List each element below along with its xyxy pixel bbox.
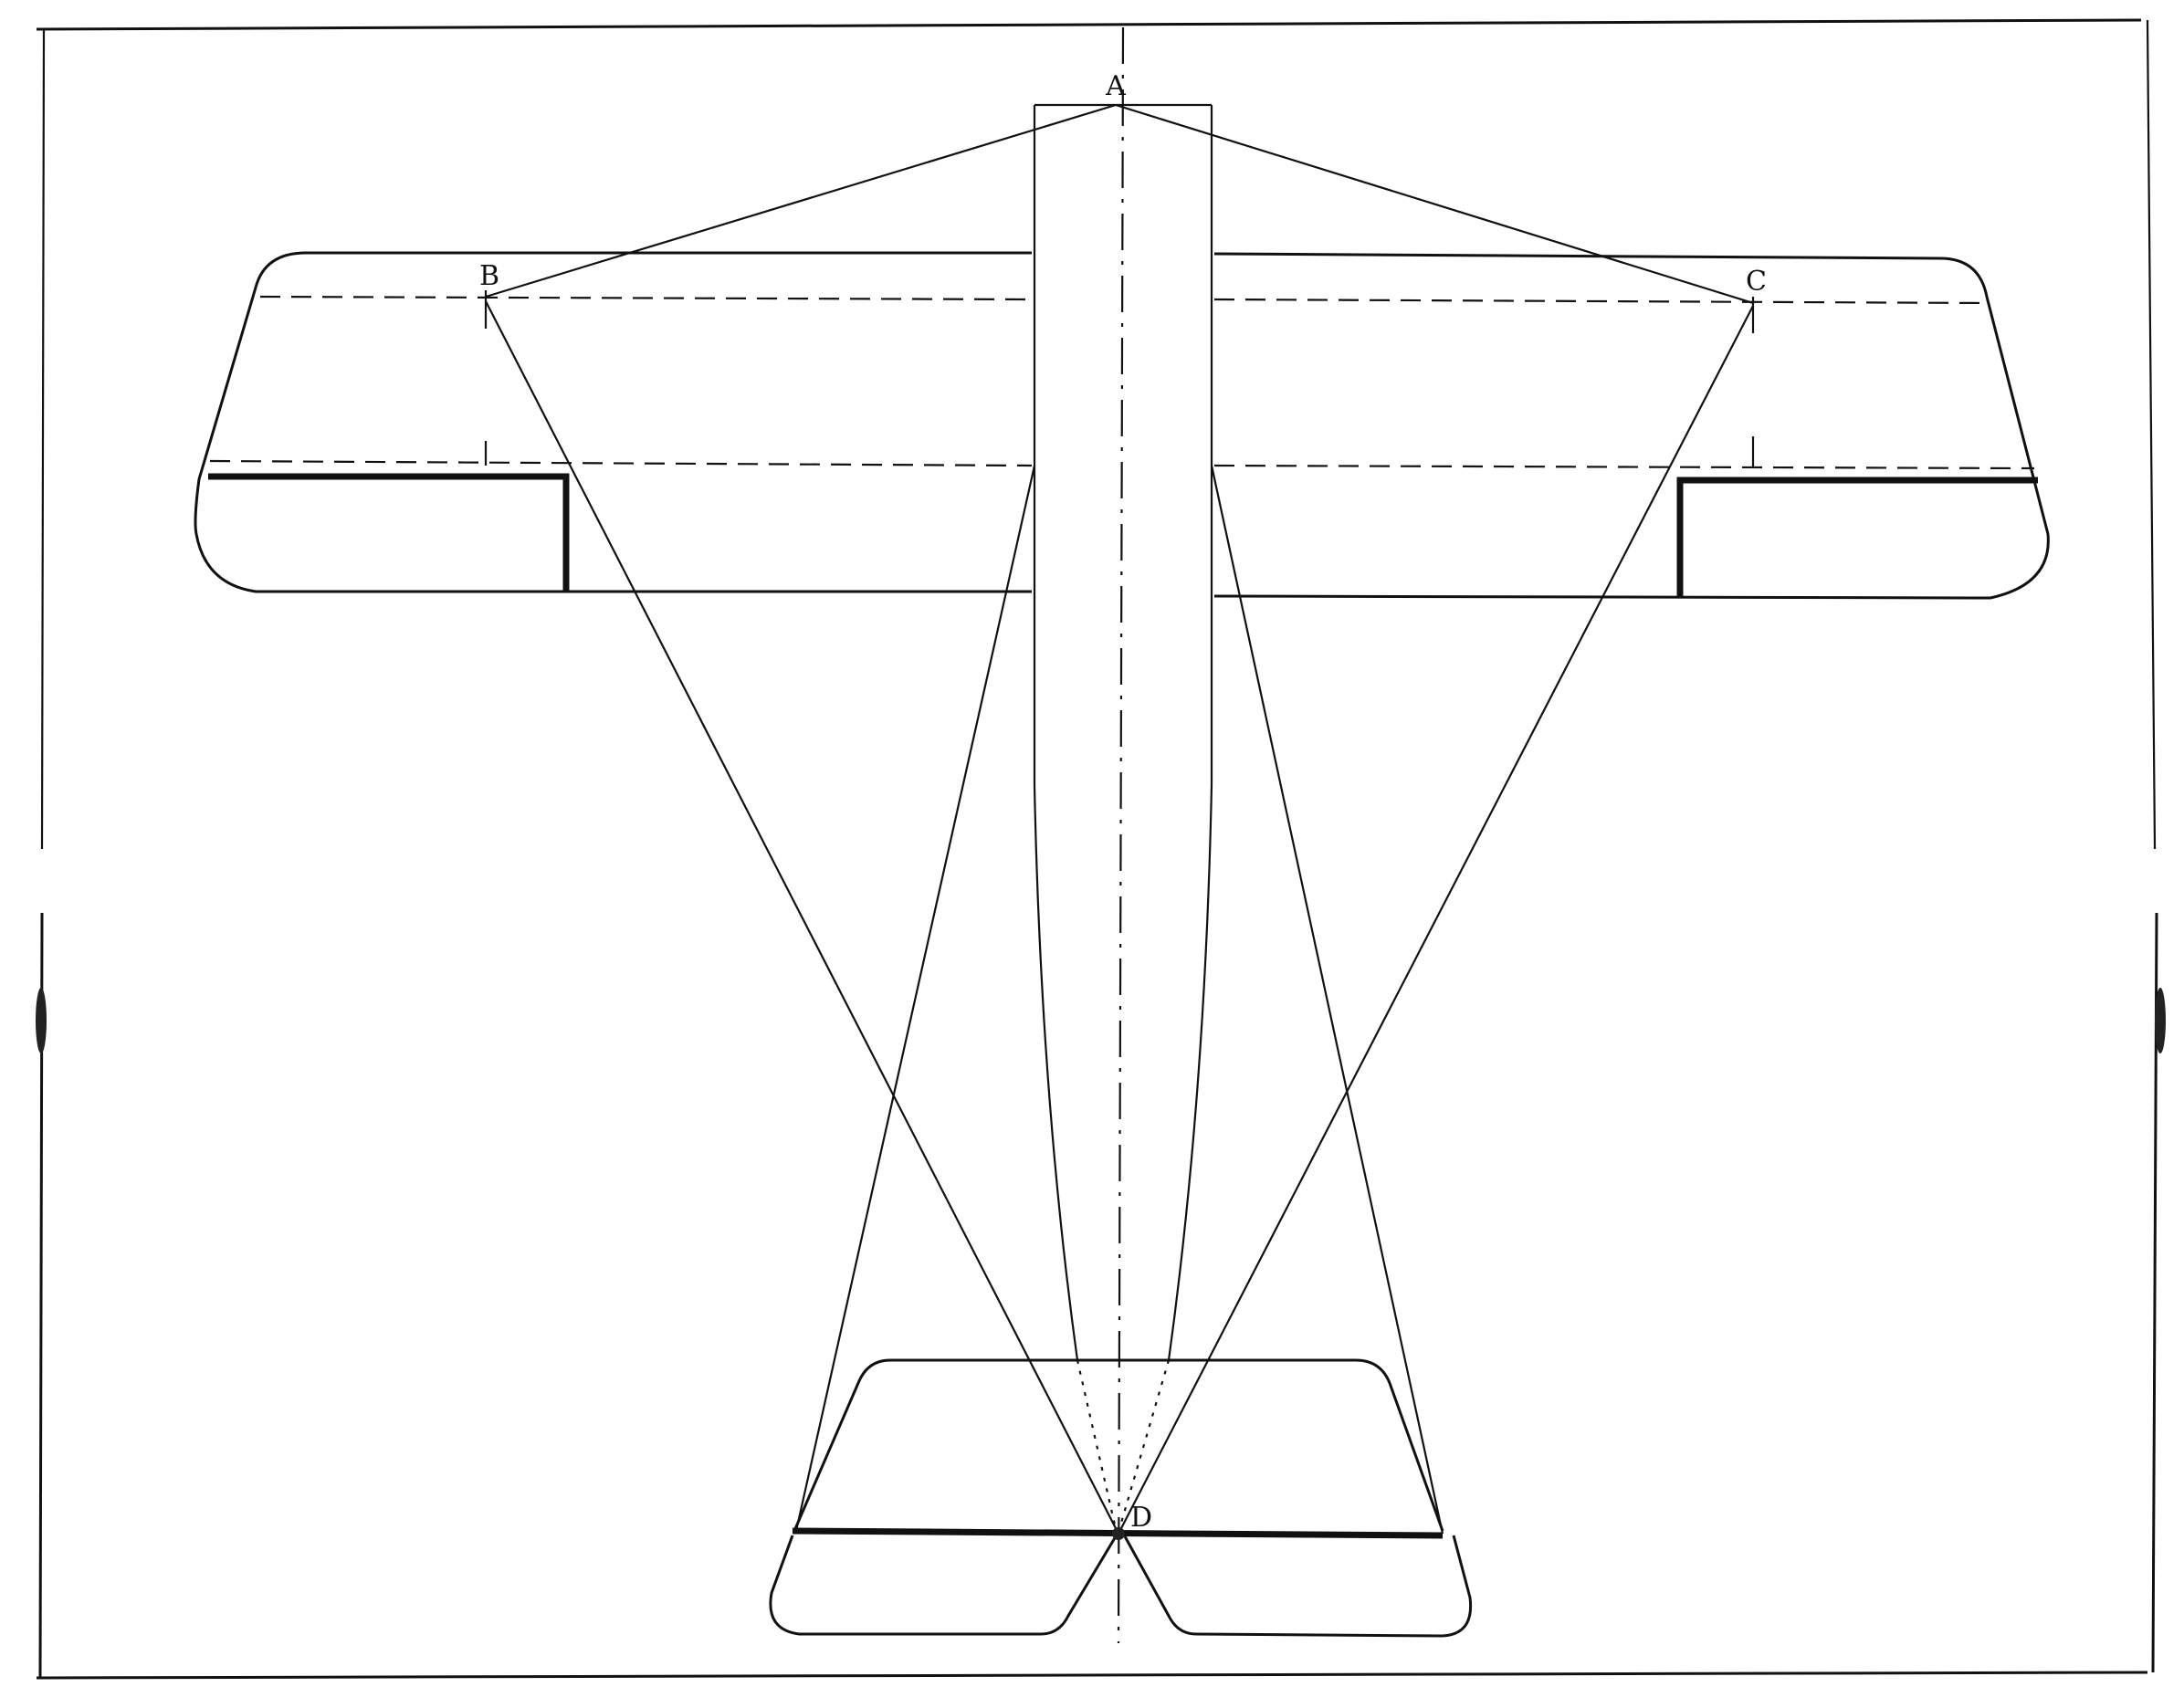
fuselage xyxy=(1033,26,1213,1644)
right-aileron xyxy=(1676,477,2038,596)
wire-a-b xyxy=(485,103,1117,299)
wire-fuselage-left-to-tail xyxy=(794,465,1036,1532)
wire-b-d xyxy=(485,300,1119,1535)
left-wing-outline xyxy=(194,251,1032,593)
fuselage-left-side xyxy=(1033,105,1079,1361)
point-label-a: A xyxy=(1105,70,1126,102)
main-wing xyxy=(194,251,2050,600)
point-label-c: C xyxy=(1746,266,1767,298)
left-elevator xyxy=(769,1535,1118,1636)
front-spar-left xyxy=(259,295,1033,301)
tailplane xyxy=(769,1358,1473,1638)
wire-a-c xyxy=(1115,103,1754,305)
rear-spar-right xyxy=(1213,464,2035,470)
center-line xyxy=(1117,26,1125,1644)
point-label-d: D xyxy=(1130,1502,1152,1534)
wire-fuselage-right-to-tail xyxy=(1210,465,1444,1535)
frame-border xyxy=(36,18,2166,1680)
bracing-wires xyxy=(485,103,1754,1540)
right-wing-outline xyxy=(1213,252,2050,600)
stabilizer-outline xyxy=(793,1358,1444,1532)
right-elevator xyxy=(1123,1535,1473,1638)
left-aileron xyxy=(208,473,570,592)
wire-c-d xyxy=(1118,305,1754,1535)
point-labels: A B C D xyxy=(479,70,1767,1534)
fuselage-right-side xyxy=(1167,105,1213,1361)
point-label-b: B xyxy=(479,260,499,292)
front-spar-right xyxy=(1213,298,1991,305)
rear-spar-left xyxy=(209,459,1033,467)
